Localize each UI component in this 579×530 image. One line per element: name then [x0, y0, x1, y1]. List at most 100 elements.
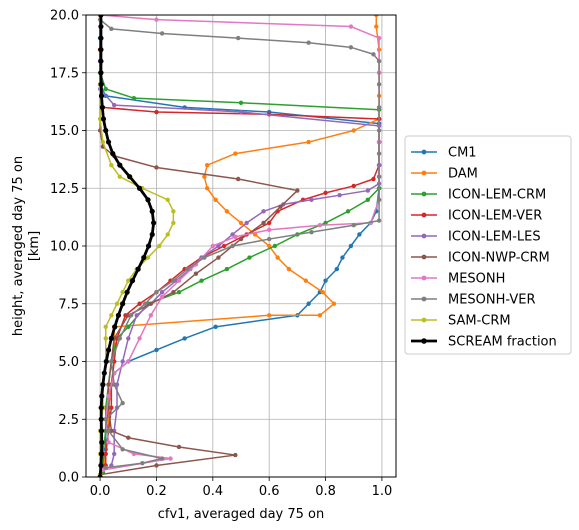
data-point-icon-nwp-crm	[154, 463, 159, 468]
data-point-dam	[317, 313, 323, 318]
data-point-dam	[233, 151, 238, 156]
data-point-dam	[202, 174, 207, 179]
data-point-mesonh-ver	[120, 447, 125, 452]
data-point-icon-lem-ver	[137, 301, 142, 306]
legend-item-sam-crm: SAM-CRM	[411, 314, 511, 329]
data-point-icon-nwp-crm	[154, 165, 159, 170]
data-point-mesonh	[233, 234, 238, 239]
data-point-mesonh	[106, 440, 111, 445]
legend-item-scream-fraction: SCREAM fraction	[411, 335, 557, 350]
data-point-mesonh-ver	[120, 400, 125, 406]
data-point-mesonh-ver	[306, 40, 311, 45]
data-point-mesonh	[168, 456, 173, 461]
y-tick-label: 15.0	[50, 124, 79, 139]
y-tick-label: 2.5	[58, 413, 79, 428]
data-point-mesonh	[210, 243, 216, 249]
data-point-mesonh-ver	[376, 59, 382, 64]
series-layer	[97, 15, 382, 477]
data-point-icon-lem-les	[159, 290, 165, 295]
data-point-sam-crm	[114, 301, 120, 306]
y-tick-label: 20.0	[50, 9, 79, 24]
legend-item-icon-lem-crm: ICON-LEM-CRM	[411, 188, 546, 203]
data-point-sam-crm	[165, 232, 170, 237]
data-point-scream-fraction	[98, 416, 104, 422]
data-point-mesonh	[376, 35, 382, 41]
data-point-dam	[238, 220, 244, 226]
data-point-dam	[320, 290, 325, 295]
data-point-icon-lem-crm	[199, 278, 204, 283]
data-point-scream-fraction	[149, 208, 155, 214]
legend-swatch-marker	[421, 149, 427, 155]
data-point-icon-lem-les	[111, 102, 117, 108]
data-point-dam	[204, 186, 210, 191]
data-point-scream-fraction	[101, 370, 107, 376]
data-point-icon-lem-crm	[176, 290, 182, 295]
legend-swatch-marker	[421, 338, 427, 344]
data-point-sam-crm	[126, 278, 131, 283]
data-point-mesonh	[137, 336, 142, 341]
data-point-scream-fraction	[97, 474, 103, 477]
data-point-mesonh-ver	[111, 382, 117, 387]
data-point-icon-nwp-crm	[238, 236, 244, 242]
data-point-mesonh	[159, 294, 165, 300]
data-point-scream-fraction	[115, 312, 122, 318]
data-point-dam	[204, 162, 210, 168]
series-line-icon-lem-les	[99, 15, 380, 466]
data-point-icon-lem-crm	[103, 86, 108, 92]
data-point-sam-crm	[109, 162, 114, 168]
data-point-icon-lem-les	[134, 313, 139, 318]
legend-swatch-marker	[421, 275, 427, 281]
data-point-mesonh-ver	[235, 35, 241, 41]
legend-label: ICON-NWP-CRM	[448, 251, 550, 266]
data-point-scream-fraction	[98, 451, 105, 457]
series-cm1	[97, 15, 382, 475]
legend-label: MESONH	[448, 272, 505, 287]
data-point-icon-nwp-crm	[171, 290, 176, 295]
data-point-icon-lem-les	[309, 197, 314, 202]
data-point-sam-crm	[171, 209, 176, 214]
data-point-scream-fraction	[98, 23, 104, 30]
data-point-mesonh-ver	[109, 359, 114, 364]
data-point-scream-fraction	[127, 174, 133, 180]
data-point-cm1	[182, 336, 187, 341]
data-point-sam-crm	[103, 336, 108, 341]
data-point-cm1	[340, 255, 345, 260]
data-point-mesonh	[126, 359, 131, 364]
data-point-dam	[266, 313, 272, 318]
legend-swatch-marker	[421, 233, 427, 239]
data-point-scream-fraction	[99, 104, 105, 110]
data-point-icon-lem-les	[261, 209, 266, 214]
y-axis-label-line1: height, averaged day 75 on	[11, 156, 26, 336]
data-point-scream-fraction	[112, 324, 118, 330]
data-point-icon-lem-ver	[103, 451, 108, 457]
data-point-cm1	[213, 324, 218, 330]
series-line-icon-lem-crm	[99, 15, 380, 473]
x-tick-label: 0.6	[259, 484, 280, 499]
data-point-mesonh-ver	[185, 266, 190, 272]
data-point-icon-lem-les	[365, 188, 371, 193]
legend-item-icon-lem-les: ICON-LEM-LES	[411, 230, 541, 245]
data-point-icon-lem-ver	[154, 109, 159, 115]
legend-label: CM1	[448, 146, 477, 161]
data-point-mesonh-ver	[103, 417, 108, 422]
data-point-mesonh-ver	[376, 174, 382, 179]
data-point-cm1	[323, 278, 328, 283]
legend-frame	[404, 135, 572, 355]
data-point-cm1	[154, 347, 159, 353]
legend-item-mesonh: MESONH	[411, 272, 505, 287]
data-point-mesonh-ver	[376, 105, 382, 110]
data-point-icon-lem-les	[337, 192, 342, 198]
data-point-mesonh-ver	[117, 336, 123, 341]
data-point-mesonh-ver	[376, 151, 382, 156]
data-point-icon-nwp-crm	[295, 188, 300, 193]
data-point-dam	[331, 301, 337, 306]
data-point-sam-crm	[117, 174, 123, 179]
data-point-mesonh-ver	[159, 31, 165, 36]
data-point-dam	[224, 209, 230, 214]
data-point-sam-crm	[109, 313, 114, 318]
data-point-icon-lem-les	[238, 109, 244, 115]
data-point-icon-lem-ver	[266, 220, 272, 226]
data-point-icon-nwp-crm	[235, 176, 241, 182]
data-point-icon-nwp-crm	[233, 452, 238, 458]
x-tick-label: 0.2	[146, 484, 167, 499]
